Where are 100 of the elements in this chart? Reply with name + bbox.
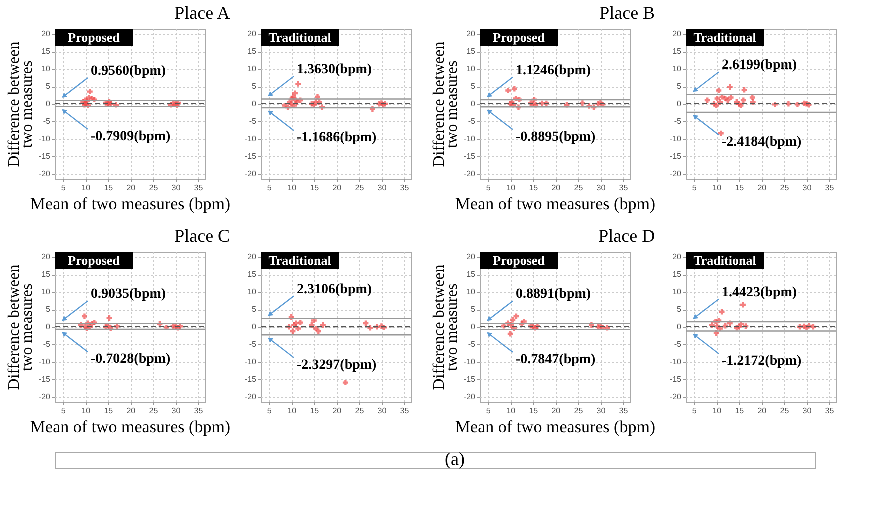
- y-tick-label: -20: [464, 169, 476, 178]
- y-tick-label: 10: [672, 64, 682, 74]
- x-tick-label: 35: [619, 406, 629, 416]
- ref-line-label: 1.3630(bpm): [297, 62, 372, 78]
- ref-line-label: 1.1246(bpm): [516, 63, 592, 78]
- y-axis-title: Difference between two measures: [6, 264, 36, 390]
- ref-line-label: 0.8891(bpm): [516, 287, 592, 302]
- y-tick-label: 5: [677, 305, 682, 314]
- y-tick-label: -20: [38, 392, 52, 402]
- y-tick-label: 20: [672, 30, 682, 39]
- y-tick-label: -10: [464, 357, 476, 366]
- y-tick-label: -20: [38, 169, 52, 178]
- y-tick-label: -20: [244, 169, 258, 178]
- x-tick-label: 5: [692, 406, 698, 416]
- y-tick-label: -15: [38, 152, 52, 161]
- x-tick-label: 25: [149, 184, 159, 192]
- y-tick-label: 15: [466, 47, 476, 56]
- chart-subtitle: Traditional: [268, 253, 332, 268]
- y-tick-label: 20: [672, 252, 682, 262]
- y-tick-label: 0: [252, 322, 258, 332]
- x-tick-label: 30: [596, 184, 606, 192]
- y-tick-label: 5: [46, 305, 52, 314]
- y-tick-label: 0: [46, 100, 52, 108]
- y-tick-label: 0: [46, 322, 52, 332]
- y-tick-label: -20: [670, 169, 682, 178]
- x-tick-label: 35: [194, 406, 204, 416]
- x-tick-label: 10: [506, 406, 516, 416]
- x-tick-label: 20: [552, 406, 562, 416]
- y-tick-label: 20: [42, 252, 52, 262]
- y-axis-title: Difference between two measures: [430, 264, 461, 390]
- y-tick-label: 5: [677, 82, 682, 92]
- y-tick-label: -5: [674, 116, 682, 126]
- y-tick-label: -20: [670, 392, 682, 402]
- x-axis-title: Mean of two measures (bpm): [455, 418, 656, 436]
- x-tick-label: 15: [529, 406, 539, 416]
- x-tick-label: 10: [712, 184, 722, 192]
- ref-line-label: -0.8895(bpm): [516, 130, 596, 145]
- chart-subtitle: Proposed: [493, 253, 546, 268]
- x-tick-label: 35: [619, 184, 629, 192]
- x-tick-label: 30: [172, 184, 182, 192]
- y-tick-label: 10: [248, 288, 258, 297]
- y-tick-label: -5: [249, 340, 258, 349]
- x-tick-label: 25: [780, 184, 790, 192]
- x-tick-label: 15: [310, 406, 320, 416]
- y-tick-label: 0: [677, 322, 682, 332]
- chart-title: Place C: [174, 226, 230, 246]
- y-tick-label: 20: [42, 30, 52, 39]
- chart-title: Place D: [598, 226, 656, 246]
- y-tick-label: -10: [670, 134, 682, 144]
- x-tick-label: 35: [194, 184, 204, 192]
- y-tick-label: -15: [464, 374, 476, 384]
- x-tick-label: 35: [825, 406, 835, 416]
- ref-line-label: -2.4184(bpm): [722, 135, 802, 150]
- text: (a): [445, 449, 465, 469]
- x-axis-title: Mean of two measures (bpm): [30, 194, 231, 214]
- y-tick-label: -5: [674, 340, 682, 349]
- x-tick-label: 30: [802, 184, 812, 192]
- chart-subtitle: Proposed: [493, 30, 546, 45]
- y-tick-label: -10: [670, 357, 682, 366]
- x-tick-label: 30: [172, 406, 182, 416]
- y-tick-label: 10: [248, 64, 258, 74]
- y-tick-label: -5: [43, 116, 52, 126]
- y-tick-label: 10: [466, 64, 476, 74]
- x-tick-label: 20: [758, 406, 768, 416]
- y-tick-label: 15: [672, 47, 682, 56]
- y-tick-label: -10: [244, 134, 258, 144]
- y-tick-label: -20: [464, 392, 476, 402]
- y-axis-title: Difference between two measures: [430, 42, 461, 168]
- x-tick-label: 30: [378, 406, 388, 416]
- ref-line-label: -0.7028(bpm): [91, 352, 172, 368]
- x-tick-label: 10: [288, 184, 298, 192]
- ref-line-label: 2.6199(bpm): [722, 58, 798, 74]
- y-tick-label: -10: [38, 134, 52, 144]
- y-tick-label: -15: [670, 152, 682, 161]
- chart-title: Place B: [600, 3, 656, 23]
- y-tick-label: -10: [38, 357, 52, 366]
- x-tick-label: 15: [104, 406, 114, 416]
- x-tick-label: 25: [574, 406, 584, 416]
- y-tick-label: 15: [466, 270, 476, 280]
- y-tick-label: 10: [42, 64, 52, 74]
- chart-title: Place A: [174, 3, 230, 23]
- y-tick-label: 5: [252, 305, 258, 314]
- y-tick-label: 15: [248, 270, 258, 280]
- y-tick-label: -15: [38, 374, 52, 384]
- x-tick-label: 5: [61, 184, 66, 192]
- y-tick-label: 20: [466, 30, 476, 39]
- x-tick-label: 5: [692, 184, 698, 192]
- y-tick-label: 15: [248, 47, 258, 56]
- y-tick-label: -15: [464, 152, 476, 161]
- x-tick-label: 20: [126, 406, 136, 416]
- chart-subtitle: Traditional: [694, 30, 757, 45]
- x-tick-label: 10: [712, 406, 722, 416]
- x-axis-title: Mean of two measures (bpm): [455, 194, 656, 214]
- x-tick-label: 20: [126, 184, 136, 192]
- y-tick-label: 20: [248, 30, 258, 39]
- ref-line-label: -1.1686(bpm): [297, 130, 378, 146]
- x-tick-label: 5: [267, 184, 272, 192]
- x-tick-label: 5: [486, 406, 492, 416]
- x-tick-label: 5: [61, 406, 66, 416]
- y-tick-label: -15: [244, 374, 258, 384]
